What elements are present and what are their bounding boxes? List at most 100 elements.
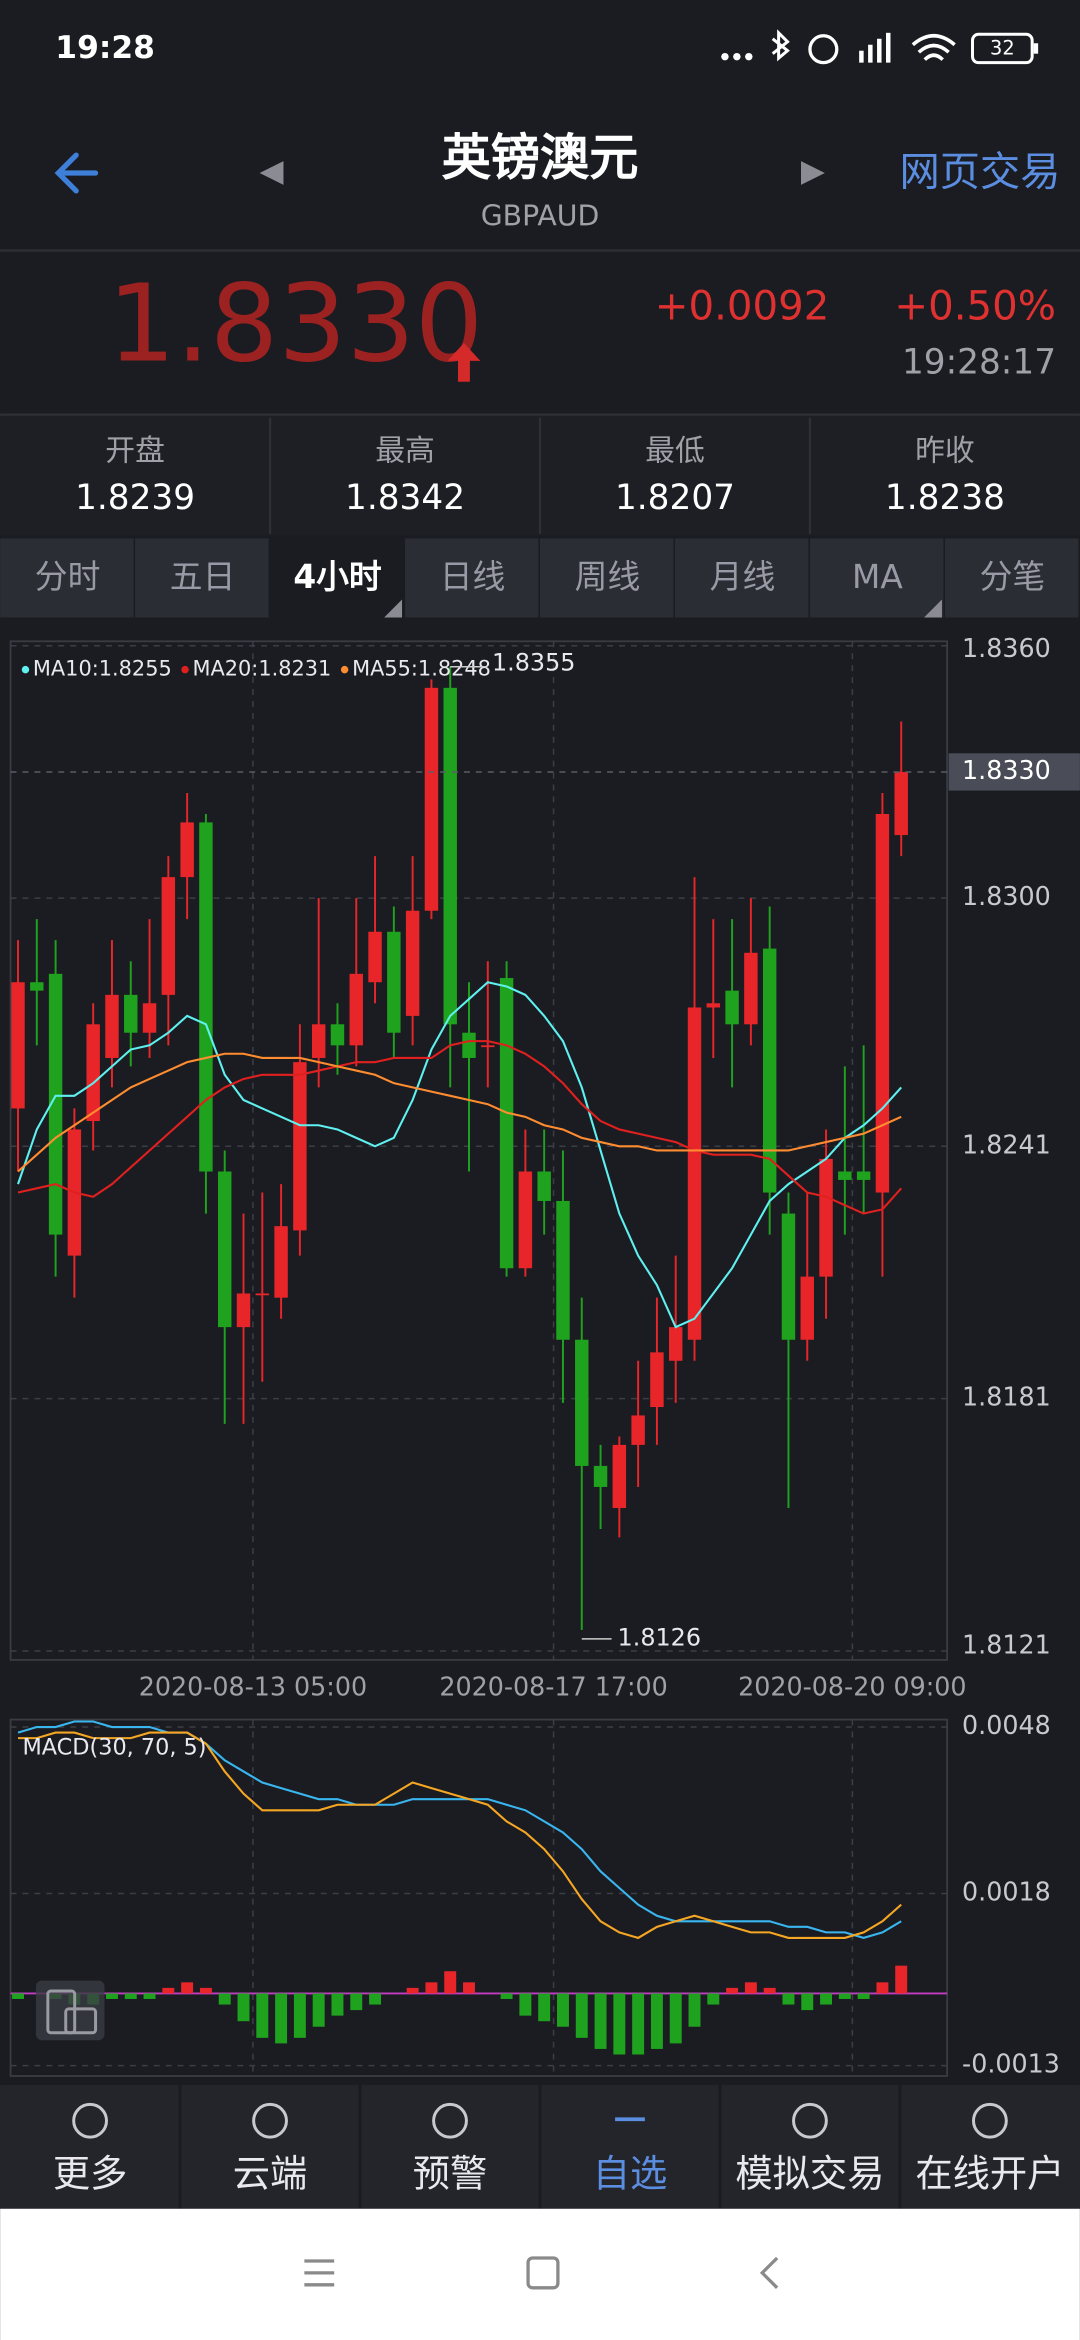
macd-bar xyxy=(895,1965,908,1994)
nav-item[interactable]: 自选 xyxy=(538,2084,667,2209)
candle-body xyxy=(706,1003,721,1008)
stat-value: 1.8239 xyxy=(75,478,195,518)
y-tick-label: 1.8181 xyxy=(962,1382,1051,1412)
web-trade-button[interactable]: 网页交易 xyxy=(899,149,1060,195)
candle-body xyxy=(11,982,25,1109)
nav-item[interactable]: 模拟交易 xyxy=(718,2084,885,2209)
period-tab[interactable]: 日线 xyxy=(405,538,539,618)
candle-body xyxy=(499,978,514,1269)
up-arrow xyxy=(447,343,481,382)
candle-body xyxy=(650,1352,664,1408)
chart-frame xyxy=(9,640,949,1661)
candle-body xyxy=(86,1024,100,1122)
candle-body xyxy=(762,948,777,1193)
macd-bar xyxy=(594,1993,607,2049)
period-tab[interactable]: MA xyxy=(809,538,944,618)
candle-body xyxy=(236,1293,251,1328)
tab-bg xyxy=(405,538,539,618)
period-tab[interactable]: 分笔 xyxy=(944,538,1079,618)
candle-body xyxy=(124,994,138,1033)
nav-label: 云端 xyxy=(233,2151,308,2195)
rotate-button[interactable] xyxy=(35,1980,105,2041)
period-tabs: 分时 五日 4小时 日线 周线 月线 MA 分笔 xyxy=(0,538,1079,618)
period-tab[interactable]: 月线 xyxy=(674,538,809,618)
y-tick-label: -0.0013 xyxy=(962,2049,1060,2079)
legend-label: MA55:1.8248 xyxy=(352,657,491,681)
status-time: 19:28 xyxy=(55,30,155,66)
candle-body xyxy=(894,771,908,836)
x-tick-label: 2020-08-17 17:00 xyxy=(439,1671,667,1701)
prev-button[interactable] xyxy=(259,161,284,185)
tab-label: 4小时 xyxy=(293,558,382,596)
price-change-percent: +0.50% xyxy=(894,284,1056,330)
legend-dot xyxy=(21,665,30,674)
macd-bar xyxy=(199,1987,212,1994)
candle-body xyxy=(199,822,213,1172)
nav-label: 预警 xyxy=(413,2151,488,2195)
tab-bg xyxy=(135,538,269,618)
back-button[interactable] xyxy=(54,152,99,194)
quote-time: 19:28:17 xyxy=(902,342,1056,382)
candle-body xyxy=(669,1327,683,1361)
candle-body xyxy=(631,1415,645,1445)
stat-label: 最低 xyxy=(645,433,705,468)
macd-title: MACD(30, 70, 5) xyxy=(22,1734,206,1760)
period-tab[interactable]: 周线 xyxy=(540,538,674,618)
period-tab[interactable]: 4小时 xyxy=(270,538,404,618)
nav-label: 在线开户 xyxy=(915,2151,1064,2195)
stat-value: 1.8207 xyxy=(615,478,735,518)
header-title: 英镑澳元 xyxy=(442,129,639,187)
next-button[interactable] xyxy=(800,161,825,185)
stat-label: 昨收 xyxy=(915,433,975,468)
back-nav-button[interactable] xyxy=(759,2256,779,2289)
candle-body xyxy=(274,1226,288,1298)
stat-label: 开盘 xyxy=(105,433,165,468)
y-tick-label: 1.8241 xyxy=(962,1129,1051,1159)
y-tick-label: 0.0018 xyxy=(962,1877,1051,1907)
candle-body xyxy=(593,1465,608,1487)
nav-item[interactable]: 云端 xyxy=(178,2084,308,2209)
macd-bar xyxy=(820,1993,833,2005)
nav-item[interactable]: 在线开户 xyxy=(898,2084,1065,2209)
last-price-label: 1.8330 xyxy=(962,755,1051,785)
stat-value: 1.8238 xyxy=(885,478,1005,518)
macd-bar xyxy=(444,1971,457,1994)
period-tab[interactable]: 五日 xyxy=(135,538,269,618)
home-button[interactable] xyxy=(526,2256,560,2290)
macd-bar xyxy=(538,1993,551,2022)
macd-bar xyxy=(106,1993,118,1999)
macd-bar xyxy=(857,1993,870,1999)
status-icons xyxy=(721,29,1039,65)
period-tab[interactable]: 分时 xyxy=(0,538,134,618)
legend-dot xyxy=(181,665,189,674)
macd-bar xyxy=(406,1987,419,1994)
tab-bg xyxy=(0,538,134,618)
candle-body xyxy=(180,822,194,878)
rotate-icon xyxy=(64,2007,98,2035)
candle-body xyxy=(349,973,363,1046)
tab-corner-mark xyxy=(924,599,942,618)
candle-body xyxy=(687,1007,702,1340)
macd-bar xyxy=(463,1982,475,1994)
macd-bar xyxy=(519,1993,532,2016)
macd-bar xyxy=(557,1993,569,2027)
candle-body xyxy=(255,1293,270,1296)
signal-bar xyxy=(859,50,864,63)
candle-body xyxy=(311,1024,326,1058)
macd-bar xyxy=(124,1993,137,1999)
candle-body xyxy=(368,931,382,983)
tab-label: 日线 xyxy=(440,558,506,596)
nav-item[interactable]: 更多 xyxy=(53,2102,128,2195)
macd-bar xyxy=(331,1993,344,2016)
macd-bar xyxy=(669,1993,682,2044)
macd-bar xyxy=(293,1993,306,2038)
chart-frame xyxy=(9,1718,949,2077)
macd-bar xyxy=(801,1993,814,2011)
macd-bar xyxy=(838,1993,851,1999)
candle-body xyxy=(481,1045,495,1048)
menu-button[interactable] xyxy=(304,2259,335,2287)
last-price-tag xyxy=(948,753,1080,791)
tab-label: 月线 xyxy=(710,558,776,596)
battery-level: 32 xyxy=(990,37,1015,60)
nav-item[interactable]: 预警 xyxy=(358,2084,488,2209)
